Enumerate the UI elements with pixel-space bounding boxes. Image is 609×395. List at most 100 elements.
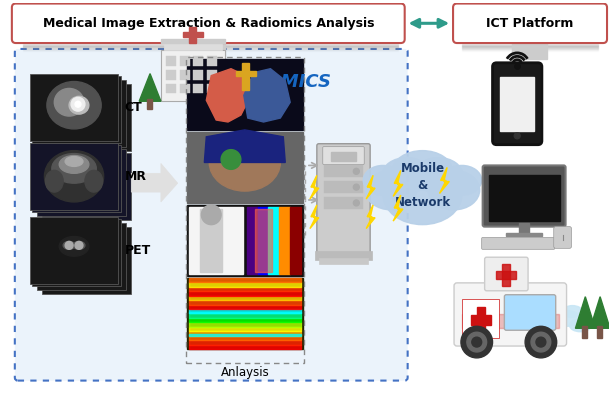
Circle shape <box>75 101 81 107</box>
Ellipse shape <box>414 158 463 193</box>
Bar <box>186 278 303 349</box>
Bar <box>462 48 598 50</box>
FancyBboxPatch shape <box>30 73 119 141</box>
Bar <box>194 70 203 79</box>
Circle shape <box>221 150 241 169</box>
Bar <box>319 258 368 264</box>
Ellipse shape <box>69 96 89 114</box>
Ellipse shape <box>59 156 89 173</box>
Ellipse shape <box>553 310 580 326</box>
Bar <box>519 223 529 235</box>
FancyBboxPatch shape <box>42 152 131 220</box>
Bar <box>242 63 248 90</box>
FancyBboxPatch shape <box>462 299 499 338</box>
Bar <box>331 152 356 162</box>
Ellipse shape <box>569 319 591 332</box>
Ellipse shape <box>54 88 84 116</box>
Text: Anlaysis: Anlaysis <box>220 366 269 379</box>
Polygon shape <box>310 175 319 199</box>
Bar <box>186 205 303 276</box>
Bar <box>166 70 176 79</box>
Ellipse shape <box>365 170 417 210</box>
Circle shape <box>525 326 557 358</box>
FancyBboxPatch shape <box>32 75 121 143</box>
Bar <box>189 312 301 314</box>
Polygon shape <box>590 297 609 328</box>
Bar <box>183 32 203 37</box>
Text: Medical Image Extraction & Radiomics Analysis: Medical Image Extraction & Radiomics Ana… <box>43 17 374 30</box>
Bar <box>247 207 258 274</box>
Polygon shape <box>393 195 403 221</box>
Bar <box>189 327 301 331</box>
Bar <box>186 59 303 130</box>
Ellipse shape <box>65 156 83 166</box>
Bar <box>191 41 225 59</box>
Polygon shape <box>310 205 319 229</box>
Circle shape <box>65 241 73 249</box>
Bar <box>189 340 301 344</box>
Ellipse shape <box>382 158 431 193</box>
Bar <box>189 296 301 300</box>
Circle shape <box>472 337 482 347</box>
Bar <box>189 287 301 291</box>
Circle shape <box>531 332 551 352</box>
Bar <box>207 83 217 93</box>
Bar <box>189 305 301 309</box>
Text: MR: MR <box>124 170 146 183</box>
Bar <box>462 49 598 51</box>
Bar <box>488 175 560 221</box>
FancyBboxPatch shape <box>32 145 121 212</box>
Circle shape <box>467 332 487 352</box>
Circle shape <box>461 326 493 358</box>
Bar <box>501 77 534 131</box>
Polygon shape <box>132 164 178 202</box>
Ellipse shape <box>563 306 582 318</box>
Ellipse shape <box>428 170 480 210</box>
Bar <box>189 309 301 314</box>
Circle shape <box>536 337 546 347</box>
Bar <box>462 46 598 48</box>
Ellipse shape <box>52 154 96 183</box>
Bar <box>194 56 203 66</box>
FancyBboxPatch shape <box>504 295 555 330</box>
Bar <box>166 83 176 93</box>
Bar <box>23 48 398 50</box>
Bar <box>166 56 176 66</box>
Ellipse shape <box>47 81 101 129</box>
Bar <box>189 318 301 322</box>
Bar <box>471 316 491 325</box>
FancyBboxPatch shape <box>483 166 566 227</box>
FancyBboxPatch shape <box>42 227 131 294</box>
Bar <box>496 271 516 279</box>
Bar <box>315 251 372 260</box>
Bar <box>186 132 303 203</box>
FancyBboxPatch shape <box>317 144 370 256</box>
Circle shape <box>353 200 359 206</box>
Bar <box>189 282 301 287</box>
Bar <box>189 334 301 336</box>
Bar <box>23 47 398 49</box>
Text: RADIOMICS: RADIOMICS <box>217 73 332 90</box>
FancyBboxPatch shape <box>482 237 555 249</box>
Bar <box>502 264 510 286</box>
FancyBboxPatch shape <box>37 223 126 290</box>
Bar <box>236 71 256 75</box>
Bar <box>207 70 217 79</box>
Bar <box>207 56 217 66</box>
Bar <box>462 314 558 328</box>
Polygon shape <box>440 167 449 194</box>
Bar <box>189 278 301 282</box>
Circle shape <box>202 205 221 225</box>
Bar <box>189 314 301 318</box>
FancyBboxPatch shape <box>161 50 225 101</box>
Polygon shape <box>244 69 290 122</box>
FancyBboxPatch shape <box>485 257 528 291</box>
FancyBboxPatch shape <box>30 143 119 210</box>
Bar <box>506 233 542 237</box>
Bar <box>582 326 587 338</box>
FancyBboxPatch shape <box>37 79 126 147</box>
FancyBboxPatch shape <box>12 4 405 43</box>
Bar <box>180 83 189 93</box>
Polygon shape <box>206 69 251 122</box>
Bar <box>462 47 598 49</box>
